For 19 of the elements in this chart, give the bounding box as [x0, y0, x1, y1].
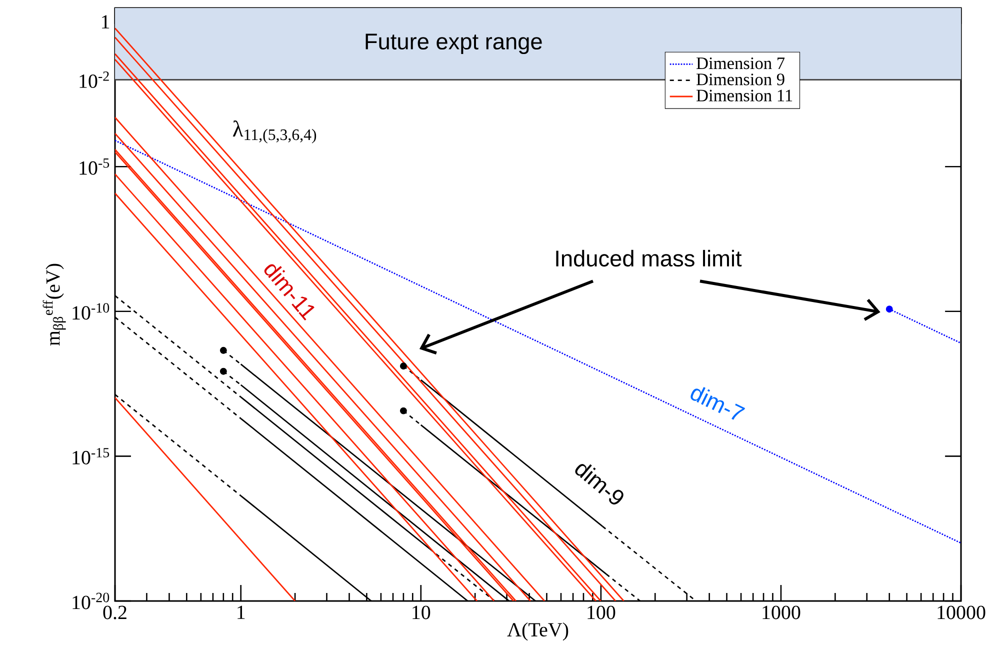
y-axis-title: m$_{ββ}$$^{eff}$(eV) [42, 264, 66, 346]
x-tick-label: 100 [588, 606, 616, 620]
y-tick-label: 10$^{-15}$ [72, 448, 110, 464]
x-tick-label: 10000 [938, 606, 986, 620]
legend-label: Dimension 11 [696, 90, 792, 102]
annotation: λ$_{11,(5,3,6,4)}$ [232, 120, 316, 144]
y-tick-label: 10$^{-2}$ [80, 72, 109, 88]
legend-label: Dimension 9 [696, 74, 784, 86]
y-tick-label: 1 [102, 15, 110, 28]
x-tick-label: 1000 [762, 606, 800, 620]
legend-label: Dimension 7 [696, 57, 785, 70]
band-label: Future expt range [366, 34, 542, 54]
x-tick-label: 10 [412, 606, 430, 620]
x-tick-label: 1 [238, 606, 245, 619]
x-axis-title: Λ(TeV) [507, 622, 568, 641]
annotation: dim-7 [690, 387, 746, 420]
y-tick-label: 10$^{-5}$ [80, 158, 110, 175]
annotation: Induced mass limit [556, 250, 742, 267]
y-tick-label: 10$^{-10}$ [72, 303, 110, 320]
